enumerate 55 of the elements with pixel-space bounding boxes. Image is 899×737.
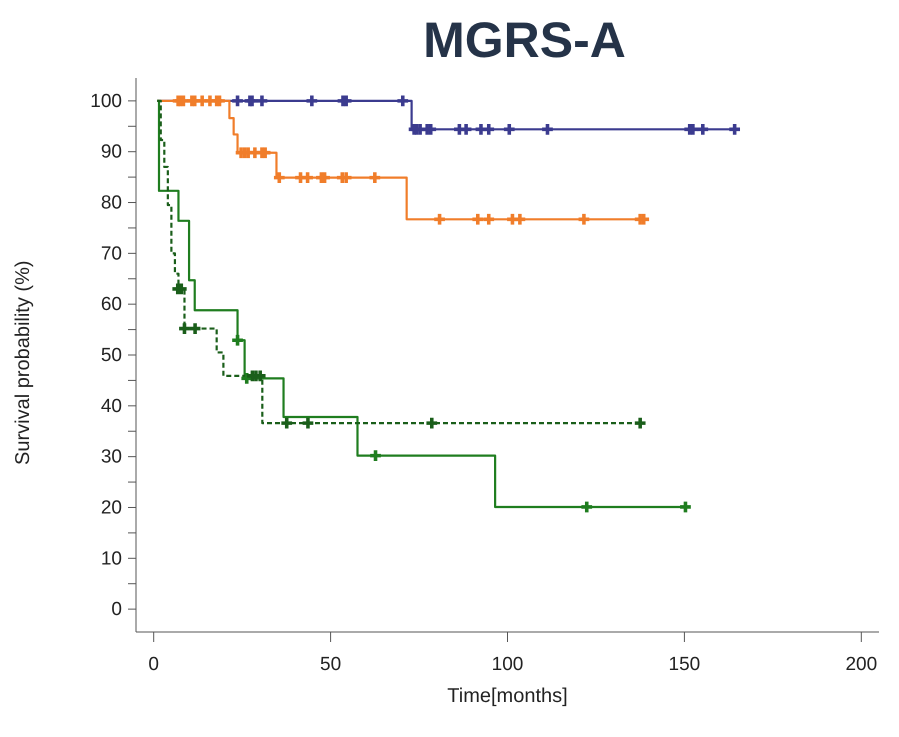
point <box>483 214 494 225</box>
y-tick-label: 60 <box>100 294 122 316</box>
point <box>397 96 408 106</box>
point <box>260 147 271 158</box>
point <box>688 124 698 135</box>
x-tick-label: 100 <box>492 654 524 675</box>
point <box>232 96 243 106</box>
point <box>483 124 494 135</box>
point <box>232 334 243 346</box>
point <box>697 124 708 135</box>
point <box>281 418 292 428</box>
y-tick-label: 20 <box>100 497 122 518</box>
y-tick-label: 80 <box>100 192 122 214</box>
chart-title: MGRS-A <box>422 11 627 70</box>
x-tick-label: 0 <box>148 654 159 675</box>
point <box>426 418 438 428</box>
y-tick-label: 70 <box>100 243 122 264</box>
point <box>370 450 381 461</box>
point <box>729 124 740 135</box>
point <box>638 214 650 225</box>
point <box>581 502 592 512</box>
y-axis-title: Survival probability (%) <box>12 260 34 465</box>
y-tick-label: 10 <box>100 548 122 570</box>
y-tick-label: 30 <box>100 446 122 468</box>
point <box>680 502 691 512</box>
point <box>306 96 318 106</box>
point <box>514 214 526 225</box>
point <box>460 124 472 135</box>
y-tick-label: 90 <box>100 142 122 163</box>
point <box>472 214 484 225</box>
point <box>190 323 200 334</box>
point <box>179 323 190 334</box>
point <box>504 124 515 135</box>
x-tick-label: 200 <box>845 654 878 675</box>
point <box>274 172 285 183</box>
y-tick-label: 100 <box>90 90 122 112</box>
y-tick-label: 40 <box>100 396 122 417</box>
point <box>176 284 187 294</box>
x-tick-label: 50 <box>320 654 342 675</box>
point <box>302 418 314 428</box>
y-tick-label: 50 <box>100 345 122 366</box>
point <box>319 172 330 183</box>
y-tick-label: 0 <box>111 599 122 620</box>
point <box>256 96 268 106</box>
point <box>634 418 646 428</box>
point <box>578 214 590 225</box>
point <box>369 172 380 183</box>
point <box>542 124 553 135</box>
x-axis-title: Time[months] <box>447 685 568 707</box>
point <box>434 214 445 225</box>
x-tick-label: 150 <box>668 654 700 675</box>
point <box>214 96 225 106</box>
point <box>425 124 436 135</box>
point <box>340 96 352 106</box>
point <box>302 172 313 183</box>
